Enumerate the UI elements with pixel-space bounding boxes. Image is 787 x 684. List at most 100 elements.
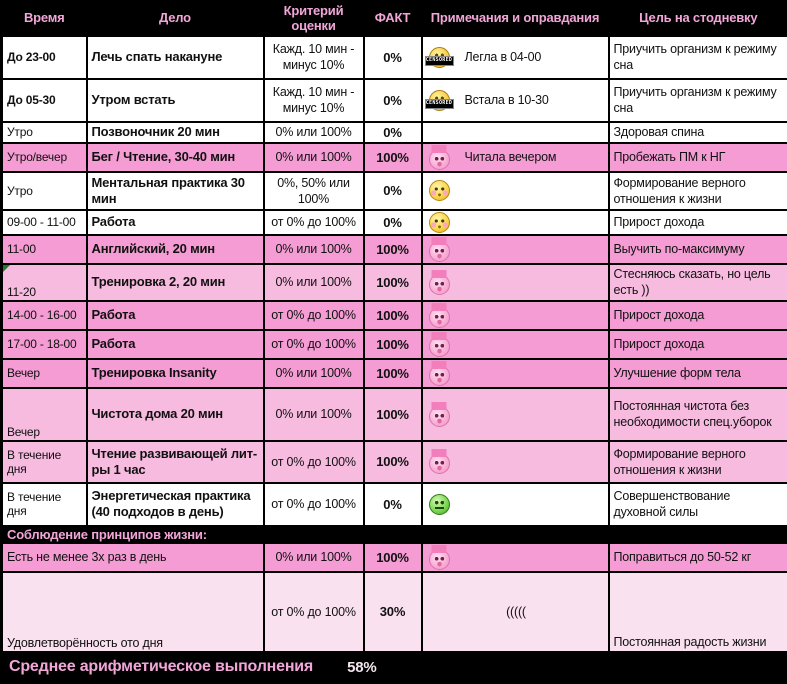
cell-task[interactable]: Работа <box>87 210 264 235</box>
cell-fact[interactable]: 0% <box>364 122 422 143</box>
cell-fact[interactable]: 0% <box>364 483 422 526</box>
cell-task[interactable]: Чистота дома 20 мин <box>87 388 264 441</box>
cell-time[interactable]: 17-00 - 18-00 <box>2 330 87 359</box>
cell-goal[interactable]: Здоровая спина <box>609 122 787 143</box>
cell-goal[interactable]: Постоянная радость жизни <box>609 572 787 652</box>
cell-goal[interactable]: Улучшение форм тела <box>609 359 787 388</box>
cell-goal[interactable]: Прирост дохода <box>609 301 787 330</box>
cell-criterion[interactable]: 0% или 100% <box>264 264 364 301</box>
cell-goal[interactable]: Прирост дохода <box>609 330 787 359</box>
table-row: До 05-30 Утром встать Кажд. 10 мин - мин… <box>2 79 787 122</box>
cell-criterion[interactable]: 0%, 50% или 100% <box>264 172 364 210</box>
cell-fact[interactable]: 0% <box>364 172 422 210</box>
cell-task[interactable]: Ментальная практика 30 мин <box>87 172 264 210</box>
cell-time[interactable]: 14-00 - 16-00 <box>2 301 87 330</box>
cell-criterion[interactable]: Кажд. 10 мин - минус 10% <box>264 36 364 79</box>
cell-note[interactable] <box>422 483 609 526</box>
cell-task[interactable]: Тренировка 2, 20 мин <box>87 264 264 301</box>
cell-task[interactable]: Бег / Чтение, 30-40 мин <box>87 143 264 172</box>
cell-time[interactable]: 11-00 <box>2 235 87 264</box>
cell-time[interactable]: Вечер <box>2 359 87 388</box>
pink-bow-smiley-icon <box>429 274 450 295</box>
cell-time[interactable]: Утро <box>2 172 87 210</box>
col-header-time: Время <box>2 2 87 36</box>
cell-fact[interactable]: 100% <box>364 264 422 301</box>
cell-goal[interactable]: Совершенствование духовной силы <box>609 483 787 526</box>
cell-goal[interactable]: Приучить организм к режиму сна <box>609 36 787 79</box>
cell-fact[interactable]: 100% <box>364 543 422 572</box>
cell-task[interactable]: Английский, 20 мин <box>87 235 264 264</box>
cell-task[interactable]: Утром встать <box>87 79 264 122</box>
cell-time[interactable]: Утро/вечер <box>2 143 87 172</box>
cell-goal[interactable]: Приучить организм к режиму сна <box>609 79 787 122</box>
cell-criterion[interactable]: 0% или 100% <box>264 143 364 172</box>
cell-criterion[interactable]: 0% или 100% <box>264 359 364 388</box>
cell-task[interactable]: Работа <box>87 301 264 330</box>
cell-note[interactable] <box>422 388 609 441</box>
cell-fact[interactable]: 100% <box>364 388 422 441</box>
cell-goal[interactable]: Выучить по-максимуму <box>609 235 787 264</box>
cell-goal[interactable]: Пробежать ПМ к НГ <box>609 143 787 172</box>
cell-time[interactable]: В течение дня <box>2 441 87 483</box>
cell-criterion[interactable]: 0% или 100% <box>264 235 364 264</box>
cell-time[interactable]: Вечер <box>2 388 87 441</box>
cell-criterion[interactable]: от 0% до 100% <box>264 301 364 330</box>
cell-task[interactable]: Тренировка Insanity <box>87 359 264 388</box>
cell-criterion[interactable]: от 0% до 100% <box>264 483 364 526</box>
cell-task-merged[interactable]: Удовлетворённость ото дня <box>2 572 264 652</box>
cell-note[interactable] <box>422 122 609 143</box>
cell-time[interactable]: До 05-30 <box>2 79 87 122</box>
cell-time[interactable]: 11-20 <box>2 264 87 301</box>
cell-fact[interactable]: 100% <box>364 301 422 330</box>
cell-note[interactable] <box>422 235 609 264</box>
cell-task[interactable]: Лечь спать накануне <box>87 36 264 79</box>
cell-fact[interactable]: 100% <box>364 143 422 172</box>
cell-note[interactable] <box>422 264 609 301</box>
cell-fact[interactable]: 100% <box>364 441 422 483</box>
cell-goal[interactable]: Поправиться до 50-52 кг <box>609 543 787 572</box>
cell-time[interactable]: В течение дня <box>2 483 87 526</box>
cell-note[interactable]: Читала вечером <box>422 143 609 172</box>
cell-time[interactable]: 09-00 - 11-00 <box>2 210 87 235</box>
cell-fact[interactable]: 100% <box>364 359 422 388</box>
cell-task[interactable]: Энергетическая практика (40 подходов в д… <box>87 483 264 526</box>
col-header-goal: Цель на стодневку <box>609 2 787 36</box>
cell-task[interactable]: Работа <box>87 330 264 359</box>
cell-criterion[interactable]: от 0% до 100% <box>264 330 364 359</box>
cell-goal[interactable]: Формирование верного отношения к жизни <box>609 441 787 483</box>
cell-fact[interactable]: 0% <box>364 36 422 79</box>
cell-criterion[interactable]: 0% или 100% <box>264 122 364 143</box>
cell-time[interactable]: До 23-00 <box>2 36 87 79</box>
cell-fact[interactable]: 0% <box>364 210 422 235</box>
cell-fact[interactable]: 0% <box>364 79 422 122</box>
cell-goal[interactable]: Стесняюсь сказать, но цель есть )) <box>609 264 787 301</box>
cell-goal[interactable]: Формирование верного отношения к жизни <box>609 172 787 210</box>
cell-criterion[interactable]: от 0% до 100% <box>264 572 364 652</box>
cell-goal[interactable]: Постоянная чистота без необходимости спе… <box>609 388 787 441</box>
cell-goal[interactable]: Прирост дохода <box>609 210 787 235</box>
cell-criterion[interactable]: 0% или 100% <box>264 388 364 441</box>
cell-note[interactable] <box>422 359 609 388</box>
cell-criterion[interactable]: от 0% до 100% <box>264 441 364 483</box>
cell-task-merged[interactable]: Есть не менее 3х раз в день <box>2 543 264 572</box>
cell-fact[interactable]: 100% <box>364 235 422 264</box>
cell-note[interactable] <box>422 172 609 210</box>
cell-note[interactable] <box>422 210 609 235</box>
cell-task[interactable]: Чтение развивающей лит-ры 1 час <box>87 441 264 483</box>
cell-fact[interactable]: 30% <box>364 572 422 652</box>
cell-note[interactable]: ((((( <box>422 572 609 652</box>
cell-task[interactable]: Позвоночник 20 мин <box>87 122 264 143</box>
section-header: Соблюдение принципов жизни: <box>2 526 787 543</box>
cell-criterion[interactable]: 0% или 100% <box>264 543 364 572</box>
cell-criterion[interactable]: Кажд. 10 мин - минус 10% <box>264 79 364 122</box>
cell-note[interactable] <box>422 301 609 330</box>
cell-note[interactable] <box>422 543 609 572</box>
cell-note[interactable] <box>422 441 609 483</box>
cell-criterion[interactable]: от 0% до 100% <box>264 210 364 235</box>
cell-fact[interactable]: 100% <box>364 330 422 359</box>
cell-note[interactable] <box>422 330 609 359</box>
cell-time[interactable]: Утро <box>2 122 87 143</box>
